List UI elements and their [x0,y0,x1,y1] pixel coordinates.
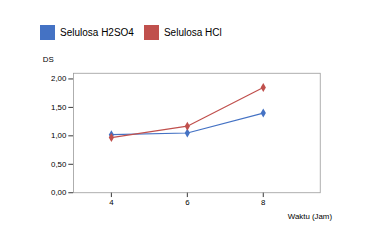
svg-text:1,50: 1,50 [51,103,67,112]
svg-text:4: 4 [109,198,114,207]
html-text:Selulosa H2SO4: Selulosa H2SO4 [60,27,134,38]
svg-text:1,00: 1,00 [51,131,67,140]
svg-text:8: 8 [261,198,266,207]
svg-text:6: 6 [185,198,190,207]
svg-text:0,00: 0,00 [51,188,67,197]
svg-text:2,00: 2,00 [51,74,67,83]
svg-text:DS: DS [43,55,54,64]
svg-text:Waktu (Jam): Waktu (Jam) [288,212,333,221]
svg-text:0,50: 0,50 [51,160,67,169]
html-text:Selulosa HCl: Selulosa HCl [163,27,222,38]
